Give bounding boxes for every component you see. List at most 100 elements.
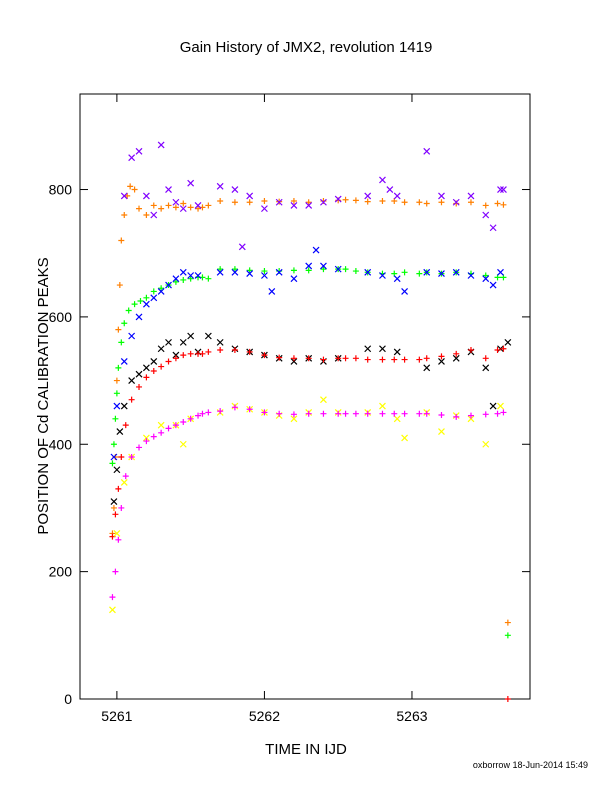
data-point <box>482 275 490 283</box>
data-point <box>320 410 327 417</box>
data-point <box>180 418 187 425</box>
y-axis-label: POSITION OF Cd CALIBRATION PEAKS <box>35 257 52 534</box>
data-point <box>135 313 143 321</box>
data-point <box>231 186 239 193</box>
data-point <box>128 454 135 460</box>
data-points <box>109 141 512 702</box>
data-point <box>179 440 187 448</box>
data-point <box>142 192 150 200</box>
data-point <box>205 409 212 416</box>
data-point <box>342 355 349 362</box>
data-point <box>216 268 224 276</box>
data-point <box>416 356 423 363</box>
data-point <box>137 297 144 304</box>
data-point <box>165 202 172 209</box>
data-point <box>305 267 312 274</box>
data-point <box>504 619 511 626</box>
data-point <box>246 192 254 200</box>
data-point <box>364 410 371 417</box>
data-point <box>179 205 187 213</box>
data-point <box>194 202 202 209</box>
data-point <box>364 345 372 353</box>
data-point <box>172 198 180 206</box>
data-point <box>165 425 172 432</box>
data-point <box>158 285 165 292</box>
data-point <box>497 268 504 276</box>
data-point <box>364 268 372 276</box>
data-point <box>180 276 187 283</box>
x-axis: 5261 5262 5263 <box>101 94 428 724</box>
data-point <box>135 370 143 378</box>
data-point <box>205 348 212 355</box>
data-point <box>379 345 386 353</box>
data-point <box>305 410 312 417</box>
data-point <box>416 199 423 206</box>
data-point <box>305 262 313 270</box>
data-point <box>110 504 117 511</box>
data-point <box>482 364 490 372</box>
data-point <box>217 266 224 273</box>
data-point <box>121 320 128 327</box>
data-point <box>187 332 195 340</box>
data-point <box>112 568 119 575</box>
data-point <box>124 192 131 199</box>
data-point <box>246 267 253 274</box>
data-point <box>393 192 401 200</box>
data-point <box>113 529 121 537</box>
data-point <box>143 294 150 301</box>
data-point <box>290 415 298 423</box>
data-point <box>231 266 238 273</box>
data-point <box>391 356 398 363</box>
data-point <box>423 147 431 155</box>
data-point <box>127 183 134 190</box>
series-2 <box>109 266 511 639</box>
data-point <box>320 396 327 404</box>
data-point <box>120 402 128 410</box>
data-point <box>122 422 129 429</box>
data-point <box>217 347 224 354</box>
data-point <box>352 197 359 204</box>
data-point <box>320 266 327 273</box>
data-point <box>494 410 501 417</box>
data-point <box>352 355 359 362</box>
data-point <box>334 195 342 203</box>
x-tick-label: 5263 <box>396 708 427 724</box>
data-point <box>205 275 212 282</box>
data-point <box>150 211 158 219</box>
data-point <box>261 272 268 279</box>
data-point <box>438 428 445 435</box>
data-point <box>261 268 268 275</box>
data-point <box>120 479 128 486</box>
data-point <box>416 270 423 277</box>
data-point <box>401 410 408 417</box>
data-point <box>452 198 460 206</box>
data-point <box>142 434 150 442</box>
data-point <box>187 179 195 187</box>
data-point <box>118 504 125 511</box>
data-point <box>179 338 187 346</box>
data-point <box>172 422 179 429</box>
data-point <box>157 421 165 429</box>
data-point <box>290 202 298 209</box>
data-point <box>112 415 119 422</box>
data-point <box>453 350 460 357</box>
data-point <box>290 267 297 274</box>
data-point <box>452 354 460 362</box>
data-point <box>110 453 118 461</box>
data-point <box>179 268 187 276</box>
series-3 <box>110 246 504 461</box>
data-point <box>276 354 283 361</box>
data-point <box>172 351 180 359</box>
data-point <box>423 355 430 362</box>
data-point <box>165 338 172 346</box>
data-point <box>187 275 194 282</box>
data-point <box>438 358 445 365</box>
data-point <box>453 413 460 420</box>
data-point <box>467 415 475 423</box>
data-point <box>115 364 122 371</box>
data-point <box>275 268 283 276</box>
data-point <box>110 498 118 506</box>
series-7 <box>109 404 507 601</box>
data-point <box>121 212 128 218</box>
data-point <box>391 410 398 417</box>
